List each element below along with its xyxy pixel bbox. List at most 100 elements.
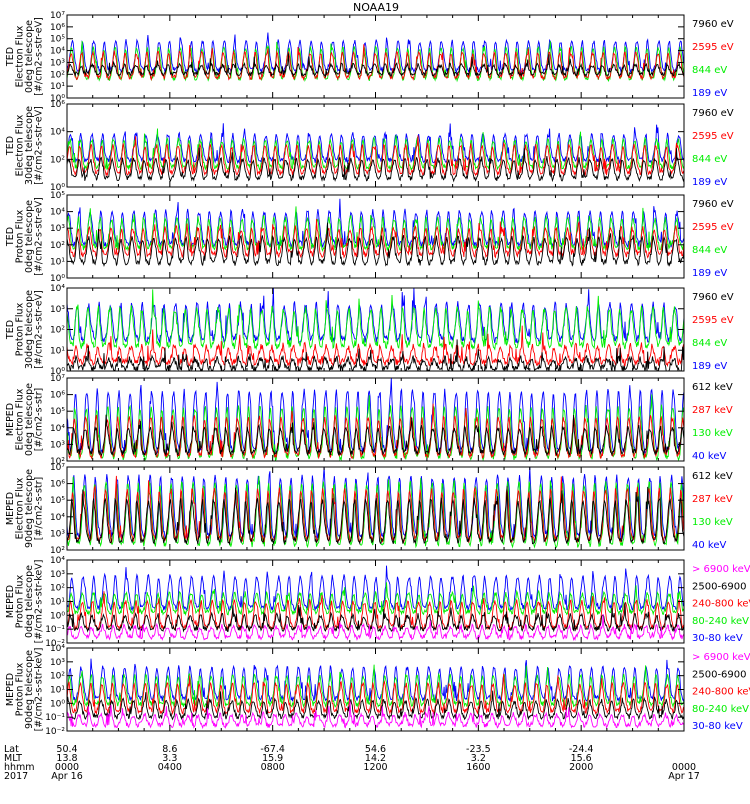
legend-entry: 7960 eV — [692, 292, 734, 303]
y-tick-label: 10² — [50, 155, 65, 165]
y-tick-label: 10⁷ — [50, 463, 65, 473]
series-844-ev — [67, 40, 684, 83]
y-tick-label: 10⁻¹ — [45, 713, 65, 723]
legend-entry: 2595 eV — [692, 315, 734, 326]
time-label: 2000 — [569, 762, 593, 773]
legend-entry: 844 eV — [692, 154, 727, 165]
y-tick-label: 10⁻² — [45, 727, 65, 737]
series-30-80-kev — [67, 658, 684, 703]
y-tick-label: 10³ — [50, 305, 65, 315]
y-tick-label: 10⁰ — [50, 367, 65, 377]
y-tick-label: 10³ — [50, 658, 65, 668]
series-2595-ev — [67, 325, 684, 368]
y-tick-label: 10³ — [50, 440, 65, 450]
series-80-240-kev — [67, 582, 684, 617]
y-tick-label: 10⁰ — [50, 274, 65, 284]
y-tick-label: 10² — [50, 584, 65, 594]
y-tick-label: 10⁰ — [50, 699, 65, 709]
legend-entry: 844 eV — [692, 338, 727, 349]
legend-entry: 80-240 keV — [692, 616, 749, 627]
series-7960-ev — [67, 53, 684, 78]
y-axis-label: 0deg telescope — [24, 383, 35, 456]
time-label: 0000 — [672, 762, 696, 773]
legend-entry: 130 keV — [692, 428, 733, 439]
time-label: 1600 — [466, 762, 490, 773]
y-axis-label: Proton Flux — [15, 209, 26, 263]
legend-entry: 7960 eV — [692, 108, 734, 119]
legend-entry: 2595 eV — [692, 42, 734, 53]
y-tick-label: 10⁵ — [50, 496, 65, 506]
legend-entry: 844 eV — [692, 65, 727, 76]
time-label: 1200 — [363, 762, 387, 773]
x-row-label: MLT — [4, 753, 22, 764]
instrument-label: TED — [5, 47, 16, 67]
y-axis-label: [#/cm2-s-str] — [34, 388, 45, 451]
series-240-800-kev — [67, 591, 684, 631]
legend-entry: 40 keV — [692, 451, 726, 462]
y-axis-label: [#/cm2-s-str-eV] — [34, 106, 45, 185]
y-tick-label: 10⁷ — [50, 11, 65, 21]
y-axis-label: [#/cm2-s-str-keV] — [34, 560, 45, 644]
y-axis-label: Electron Flux — [15, 477, 26, 539]
y-tick-label: 10⁴ — [50, 556, 65, 566]
y-tick-label: 10¹ — [50, 82, 65, 92]
legend-entry: 612 keV — [692, 471, 733, 482]
legend-entry: 2595 eV — [692, 131, 734, 142]
legend-entry: 30-80 keV — [692, 633, 743, 644]
y-axis-label: 90deg telescope — [24, 650, 35, 729]
y-tick-label: 10¹ — [50, 686, 65, 696]
y-tick-label: 10³ — [50, 224, 65, 234]
series-240-800-kev — [67, 673, 684, 716]
series--6900-kev — [67, 613, 684, 642]
series-189-ev — [67, 123, 684, 165]
mlt-value: 3.2 — [471, 753, 486, 764]
time-label: 0000 — [55, 762, 79, 773]
y-tick-label: 10⁻² — [45, 639, 65, 649]
series-80-240-kev — [67, 664, 684, 709]
legend-entry: 189 eV — [692, 268, 727, 279]
instrument-label: MEPED — [5, 673, 16, 706]
y-axis-label: [#/cm2-s-str-keV] — [34, 648, 45, 732]
legend-entry: 240-800 keV — [692, 687, 750, 698]
y-tick-label: 10⁰ — [50, 94, 65, 104]
y-tick-label: 10⁷ — [50, 374, 65, 384]
y-tick-label: 10² — [50, 672, 65, 682]
legend-entry: 844 eV — [692, 245, 727, 256]
y-tick-label: 10¹ — [50, 346, 65, 356]
y-tick-label: 10² — [50, 70, 65, 80]
series-2595-ev — [67, 135, 684, 177]
mlt-value: 14.2 — [365, 753, 386, 764]
y-axis-label: 90deg telescope — [24, 469, 35, 548]
series-2595-ev — [67, 44, 684, 82]
y-axis-label: Electron Flux — [15, 388, 26, 450]
y-tick-label: 10⁵ — [50, 407, 65, 417]
legend-entry: 2595 eV — [692, 222, 734, 233]
x-row-label: hhmm — [4, 762, 35, 773]
y-tick-label: 10⁰ — [50, 611, 65, 621]
y-axis-label: Electron Flux — [15, 25, 26, 87]
y-tick-label: 10³ — [50, 570, 65, 580]
y-tick-label: 10⁴ — [50, 513, 65, 523]
instrument-label: MEPED — [5, 403, 16, 436]
instrument-label: TED — [5, 136, 16, 156]
lat-value: 50.4 — [56, 744, 77, 755]
x-row-label: Lat — [4, 744, 19, 755]
mlt-value: 3.3 — [162, 753, 177, 764]
legend-entry: 287 keV — [692, 494, 733, 505]
y-tick-label: 10⁻¹ — [45, 625, 65, 635]
legend-entry: 612 keV — [692, 382, 733, 393]
legend-entry: > 6900 keV — [692, 652, 750, 663]
series-7960-ev — [67, 147, 684, 183]
mlt-value: 15.6 — [571, 753, 592, 764]
legend-entry: 7960 eV — [692, 199, 734, 210]
y-tick-label: 10⁶ — [50, 480, 65, 490]
